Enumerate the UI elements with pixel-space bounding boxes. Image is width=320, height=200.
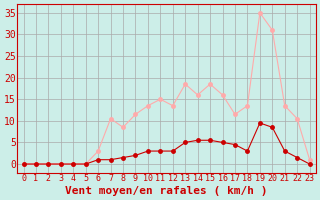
X-axis label: Vent moyen/en rafales ( km/h ): Vent moyen/en rafales ( km/h ) [65, 186, 268, 196]
